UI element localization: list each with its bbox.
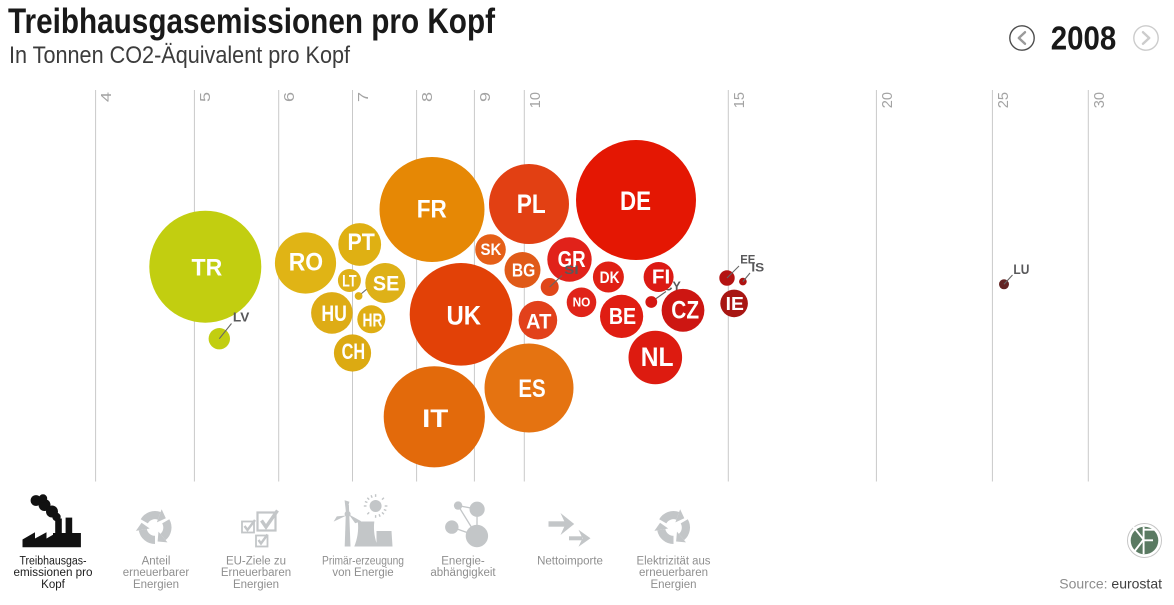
svg-text:30: 30 [1091, 92, 1108, 108]
svg-text:erneuerbarer: erneuerbarer [123, 567, 190, 579]
svg-text:PT: PT [348, 229, 376, 256]
svg-text:7: 7 [355, 92, 372, 102]
svg-text:IS: IS [751, 260, 764, 274]
svg-text:NO: NO [573, 296, 591, 310]
svg-text:5: 5 [197, 92, 214, 102]
svg-text:In Tonnen CO2-Äquivalent pro K: In Tonnen CO2-Äquivalent pro Kopf [9, 42, 350, 69]
svg-text:LU: LU [1013, 262, 1029, 277]
svg-text:Source: eurostat: Source: eurostat [1059, 576, 1162, 592]
svg-text:Energie-: Energie- [441, 556, 485, 568]
svg-text:10: 10 [527, 92, 544, 108]
svg-text:4: 4 [98, 92, 115, 102]
svg-text:FI: FI [652, 266, 670, 288]
svg-text:CZ: CZ [671, 298, 699, 325]
svg-text:15: 15 [731, 92, 748, 108]
svg-text:von Energie: von Energie [332, 567, 393, 579]
svg-text:AT: AT [526, 310, 551, 334]
svg-text:PL: PL [517, 189, 546, 219]
svg-text:ES: ES [518, 375, 545, 403]
svg-text:EU-Ziele zu: EU-Ziele zu [226, 556, 286, 568]
svg-text:Elektrizität aus: Elektrizität aus [637, 556, 711, 568]
svg-text:LV: LV [233, 309, 250, 324]
svg-text:Energien: Energien [233, 579, 279, 591]
svg-text:FR: FR [417, 196, 447, 224]
svg-text:8: 8 [419, 92, 436, 102]
svg-text:25: 25 [995, 92, 1012, 108]
svg-text:Treibhausgas-: Treibhausgas- [20, 556, 87, 568]
svg-text:abhängigkeit: abhängigkeit [430, 567, 496, 579]
svg-text:HR: HR [363, 309, 383, 330]
svg-text:Erneuerbaren: Erneuerbaren [221, 567, 291, 579]
svg-text:DK: DK [600, 269, 620, 287]
svg-text:9: 9 [477, 92, 494, 102]
svg-text:Energien: Energien [133, 579, 179, 591]
svg-text:Energien: Energien [650, 579, 696, 591]
svg-text:RO: RO [289, 249, 323, 277]
svg-text:2008: 2008 [1051, 20, 1117, 57]
svg-text:IE: IE [726, 293, 744, 314]
svg-text:SK: SK [480, 240, 502, 259]
svg-text:NL: NL [641, 341, 674, 372]
svg-text:DE: DE [620, 186, 651, 216]
svg-text:LT: LT [342, 271, 357, 290]
svg-text:IT: IT [422, 405, 449, 433]
svg-text:BG: BG [512, 260, 535, 281]
svg-text:HU: HU [321, 301, 347, 326]
svg-text:20: 20 [879, 92, 896, 108]
svg-text:CH: CH [342, 339, 366, 364]
svg-text:Treibhausgasemissionen pro Kop: Treibhausgasemissionen pro Kopf [8, 2, 495, 41]
svg-text:6: 6 [281, 92, 298, 102]
svg-text:erneuerbaren: erneuerbaren [639, 567, 708, 579]
svg-text:UK: UK [447, 301, 482, 331]
svg-text:Primär-erzeugung: Primär-erzeugung [322, 556, 404, 568]
svg-text:Nettoimporte: Nettoimporte [537, 556, 603, 568]
svg-text:Kopf: Kopf [41, 579, 65, 591]
svg-text:BE: BE [609, 303, 636, 329]
svg-text:Anteil: Anteil [142, 556, 171, 568]
svg-text:SE: SE [373, 270, 399, 295]
svg-text:SI: SI [564, 263, 578, 277]
svg-text:TR: TR [192, 254, 223, 281]
svg-text:emissionen pro: emissionen pro [14, 567, 93, 579]
